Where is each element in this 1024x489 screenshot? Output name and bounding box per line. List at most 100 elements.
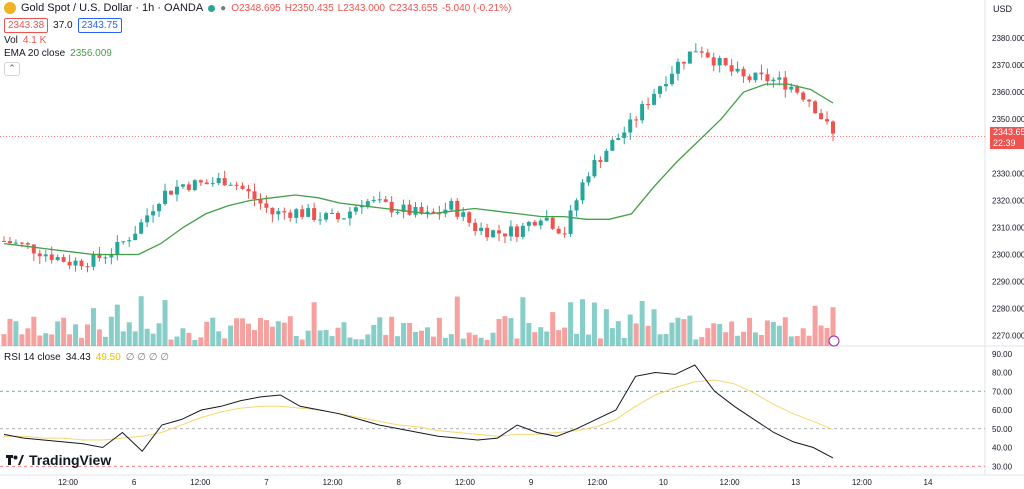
volume-bar [25, 328, 31, 346]
candle-body [628, 119, 633, 133]
candle-body [115, 242, 120, 255]
candle-body [819, 113, 824, 120]
price-tick-label: 2300.000 [992, 250, 1024, 259]
candle-body [795, 86, 800, 93]
volume-bar [693, 339, 699, 346]
sell-button[interactable]: 2343.38 [4, 18, 49, 33]
candle-body [204, 182, 209, 185]
volume-bar [102, 336, 108, 346]
volume-bar [108, 316, 114, 346]
volume-bar [729, 321, 735, 346]
volume-bar [574, 333, 580, 346]
candle-body [61, 257, 66, 262]
volume-bar [460, 338, 466, 346]
candle-body [294, 209, 299, 218]
volume-bar [246, 323, 252, 346]
volume-bar [407, 322, 413, 346]
candle-body [407, 204, 412, 215]
candle-body [377, 199, 382, 201]
volume-bar [67, 334, 73, 346]
volume-bar [651, 309, 657, 346]
candle-body [401, 204, 406, 212]
ema-label[interactable]: EMA 20 close [4, 48, 66, 59]
volume-bar [627, 314, 633, 346]
candle-body [67, 261, 72, 266]
candle-body [419, 206, 424, 214]
candle-body [49, 254, 54, 260]
candle-body [568, 210, 573, 235]
volume-bar [663, 334, 669, 346]
candle-body [55, 257, 60, 260]
volume-bar [84, 324, 90, 346]
rsi-tick-label: 30.00 [992, 462, 1013, 471]
symbol-title[interactable]: Gold Spot / U.S. Dollar · 1h · OANDA [21, 2, 204, 14]
candle-body [186, 184, 191, 191]
price-tick-label: 2380.000 [992, 34, 1024, 43]
candle-body [610, 139, 615, 151]
volume-bar [818, 325, 824, 346]
volume-bar [49, 334, 55, 346]
volume-bar [508, 318, 514, 346]
candle-body [145, 215, 150, 223]
rsi-label[interactable]: RSI 14 close [4, 352, 61, 363]
candle-body [258, 198, 263, 204]
volume-bar [114, 304, 120, 346]
volume-bar [293, 335, 299, 346]
tradingview-logo[interactable]: TradingView [6, 452, 111, 468]
volume-bar [514, 338, 520, 346]
price-tick-label: 2360.000 [992, 88, 1024, 97]
volume-bar [413, 331, 419, 346]
volume-bar [311, 302, 317, 346]
candle-body [693, 51, 698, 53]
volume-bar [299, 339, 305, 346]
volume-value: 4.1 K [22, 35, 47, 46]
rsi-tick-label: 60.00 [992, 406, 1013, 415]
volume-bar [96, 329, 102, 346]
visibility-icon[interactable]: ● [220, 2, 227, 14]
candle-body [723, 57, 728, 66]
candle-body [681, 61, 686, 64]
volume-bar [699, 337, 705, 346]
time-tick-label: 12:00 [190, 478, 211, 487]
candle-body [198, 180, 203, 183]
price-tick-label: 2280.000 [992, 305, 1024, 314]
volume-bar [371, 324, 377, 346]
candle-body [789, 86, 794, 90]
volume-bar [454, 296, 460, 346]
candle-body [634, 119, 639, 121]
volume-bar [603, 309, 609, 346]
volume-bar [222, 338, 228, 346]
volume-bar [806, 335, 812, 346]
candle-body [335, 213, 340, 220]
volume-bar [436, 317, 442, 346]
volume-bar [532, 332, 538, 346]
volume-label[interactable]: Vol [4, 35, 18, 46]
volume-bar [317, 330, 323, 346]
currency-label[interactable]: USD [993, 4, 1013, 14]
candle-body [580, 182, 585, 201]
buy-button[interactable]: 2343.75 [77, 18, 122, 33]
candle-body [658, 86, 663, 94]
volume-bar [776, 325, 782, 346]
candle-body [544, 217, 549, 221]
candle-body [216, 178, 221, 184]
collapse-legend-button[interactable]: ⌃ [4, 62, 20, 76]
candle-body [341, 218, 346, 220]
time-tick-label: 12:00 [720, 478, 741, 487]
candle-body [180, 184, 185, 187]
volume-bar [1, 334, 7, 346]
volume-bar [257, 318, 263, 346]
volume-bar [353, 339, 359, 346]
candle-body [777, 77, 782, 80]
candle-body [801, 92, 806, 100]
candle-body [497, 230, 502, 234]
volume-bar [90, 308, 96, 346]
candle-body [264, 203, 269, 208]
volume-bar [550, 312, 556, 346]
candle-body [312, 208, 317, 221]
volume-bar [502, 316, 508, 346]
volume-bar [389, 316, 395, 346]
rsi-tick-label: 90.00 [992, 350, 1013, 359]
volume-bar [705, 328, 711, 346]
